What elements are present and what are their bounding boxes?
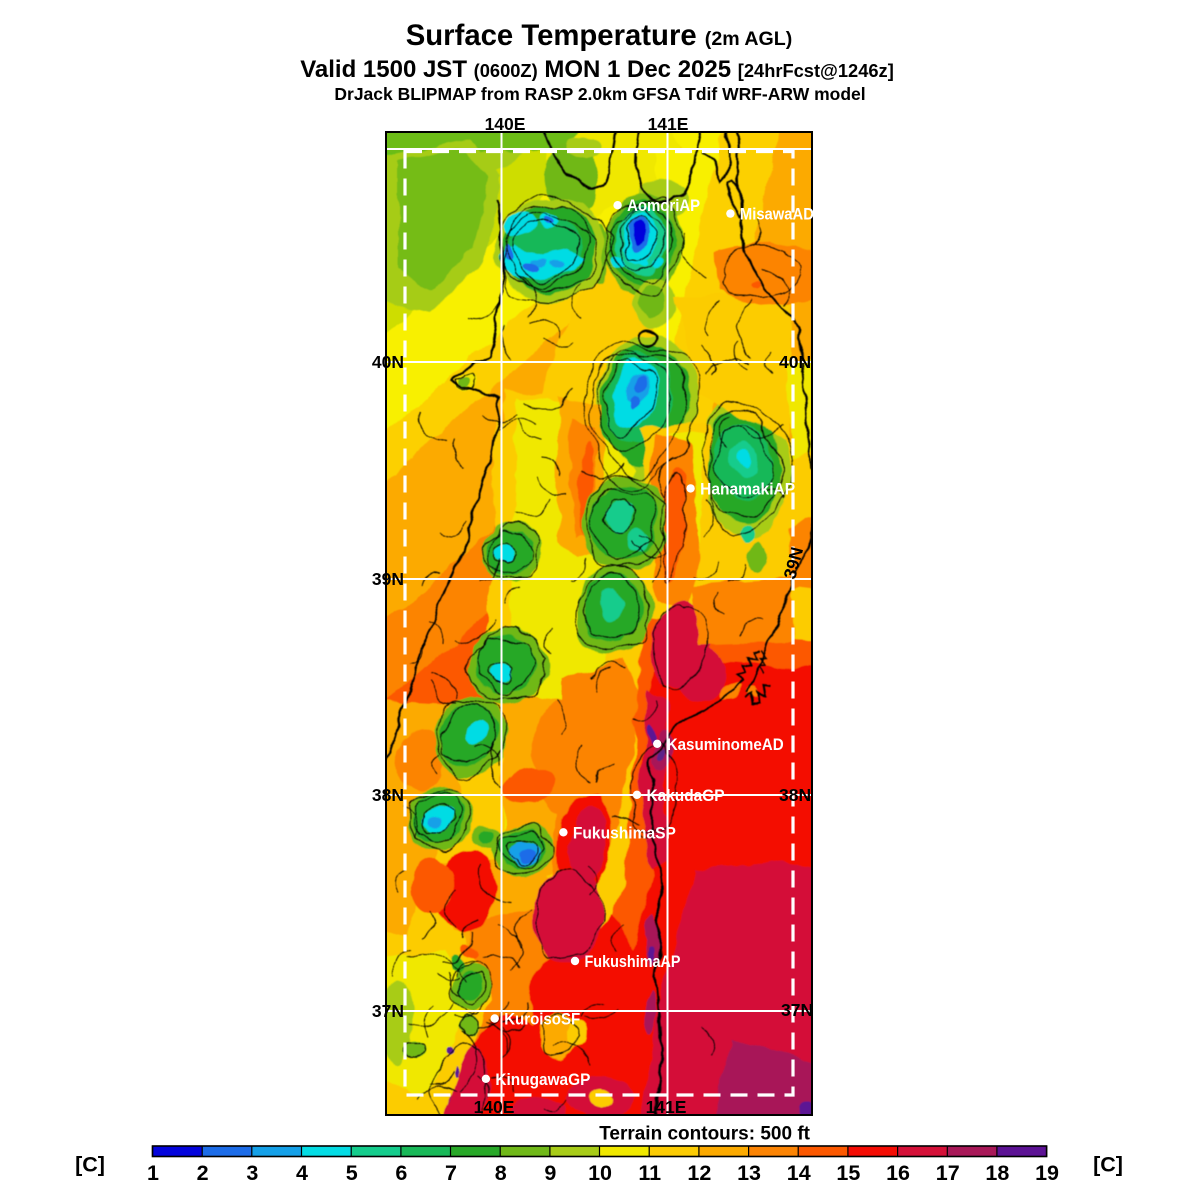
svg-text:37N: 37N <box>372 1001 404 1021</box>
svg-text:AomoriAP: AomoriAP <box>627 196 700 215</box>
svg-text:KuroisoSF: KuroisoSF <box>504 1010 580 1029</box>
svg-text:HanamakiAP: HanamakiAP <box>700 479 795 498</box>
svg-text:18: 18 <box>985 1161 1009 1185</box>
svg-text:11: 11 <box>638 1161 661 1185</box>
svg-text:39N: 39N <box>372 569 404 589</box>
svg-text:12: 12 <box>687 1161 711 1185</box>
svg-text:3: 3 <box>246 1161 258 1185</box>
svg-text:10: 10 <box>588 1161 612 1185</box>
svg-text:1: 1 <box>147 1161 159 1185</box>
svg-text:Valid 1500 JST (0600Z) MON 1 D: Valid 1500 JST (0600Z) MON 1 Dec 2025 [2… <box>300 56 894 83</box>
svg-text:4: 4 <box>296 1161 308 1185</box>
svg-text:16: 16 <box>886 1161 910 1185</box>
svg-text:38N: 38N <box>372 785 404 805</box>
svg-text:40N: 40N <box>779 352 811 372</box>
svg-text:KinugawaGP: KinugawaGP <box>495 1070 590 1089</box>
svg-text:5: 5 <box>346 1161 358 1185</box>
svg-text:8: 8 <box>495 1161 507 1185</box>
svg-text:13: 13 <box>737 1161 761 1185</box>
svg-text:140E: 140E <box>474 1097 515 1117</box>
svg-text:FukushimaAP: FukushimaAP <box>585 952 681 971</box>
svg-text:Terrain contours: 500 ft: Terrain contours: 500 ft <box>599 1124 810 1145</box>
svg-text:141E: 141E <box>648 114 689 134</box>
svg-text:FukushimaSP: FukushimaSP <box>573 823 676 842</box>
svg-text:40N: 40N <box>372 352 404 372</box>
svg-text:19: 19 <box>1035 1161 1059 1185</box>
svg-text:9: 9 <box>544 1161 556 1185</box>
svg-text:KasuminomeAD: KasuminomeAD <box>667 735 784 754</box>
svg-text:17: 17 <box>936 1161 960 1185</box>
svg-text:MisawaAD: MisawaAD <box>740 205 814 224</box>
svg-text:7: 7 <box>445 1161 457 1185</box>
svg-text:[C]: [C] <box>1093 1153 1123 1177</box>
svg-text:[C]: [C] <box>75 1153 105 1177</box>
svg-text:6: 6 <box>395 1161 407 1185</box>
svg-text:38N: 38N <box>779 785 811 805</box>
svg-text:141E: 141E <box>646 1097 687 1117</box>
svg-text:KakudaGP: KakudaGP <box>647 786 725 805</box>
svg-text:15: 15 <box>836 1161 860 1185</box>
svg-text:DrJack BLIPMAP from RASP 2.0km: DrJack BLIPMAP from RASP 2.0km GFSA Tdif… <box>334 84 865 104</box>
svg-text:14: 14 <box>787 1161 811 1185</box>
svg-text:37N: 37N <box>781 1000 813 1020</box>
svg-text:140E: 140E <box>485 114 526 134</box>
svg-text:2: 2 <box>197 1161 209 1185</box>
